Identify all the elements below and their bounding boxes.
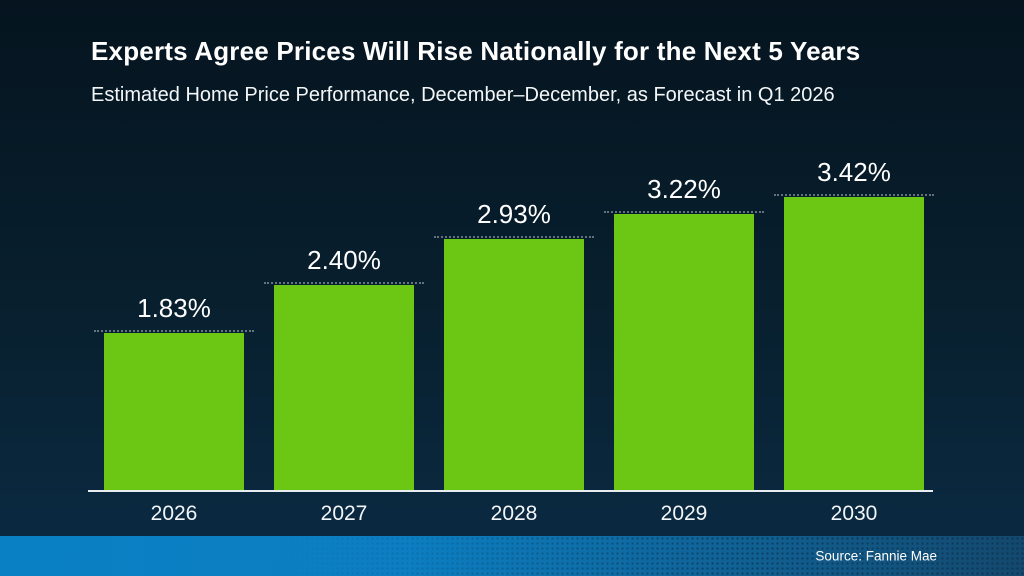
bar-2028 [434,236,594,490]
x-axis-line [88,490,933,492]
bar-2026 [94,330,254,490]
chart-title: Experts Agree Prices Will Rise Nationall… [91,36,861,66]
bar-value-label-2027: 2.40% [307,245,381,275]
bar-value-label-2029: 3.22% [647,174,721,204]
x-axis-label-2028: 2028 [490,502,538,525]
bar-column-2026: 1.83% [94,293,254,490]
bar-2030 [774,194,934,490]
x-axis-label-2030: 2030 [830,502,878,525]
footer-dot-texture [0,536,1024,576]
bar-value-label-2026: 1.83% [137,293,211,323]
bar-column-2027: 2.40% [264,245,424,490]
bar-value-label-2030: 3.42% [817,157,891,187]
x-axis-label-2026: 2026 [150,502,198,525]
footer-band: Source: Fannie Mae [0,536,1024,576]
x-axis-label-2027: 2027 [320,502,368,525]
bar-value-label-2028: 2.93% [477,199,551,229]
bar-2027 [264,282,424,490]
bar-column-2030: 3.42% [774,157,934,490]
bar-column-2029: 3.22% [604,174,764,490]
bar-column-2028: 2.93% [434,199,594,490]
chart-subtitle: Estimated Home Price Performance, Decemb… [91,84,835,106]
bar-2029 [604,211,764,490]
source-credit: Source: Fannie Mae [815,548,937,564]
x-axis-label-2029: 2029 [660,502,708,525]
